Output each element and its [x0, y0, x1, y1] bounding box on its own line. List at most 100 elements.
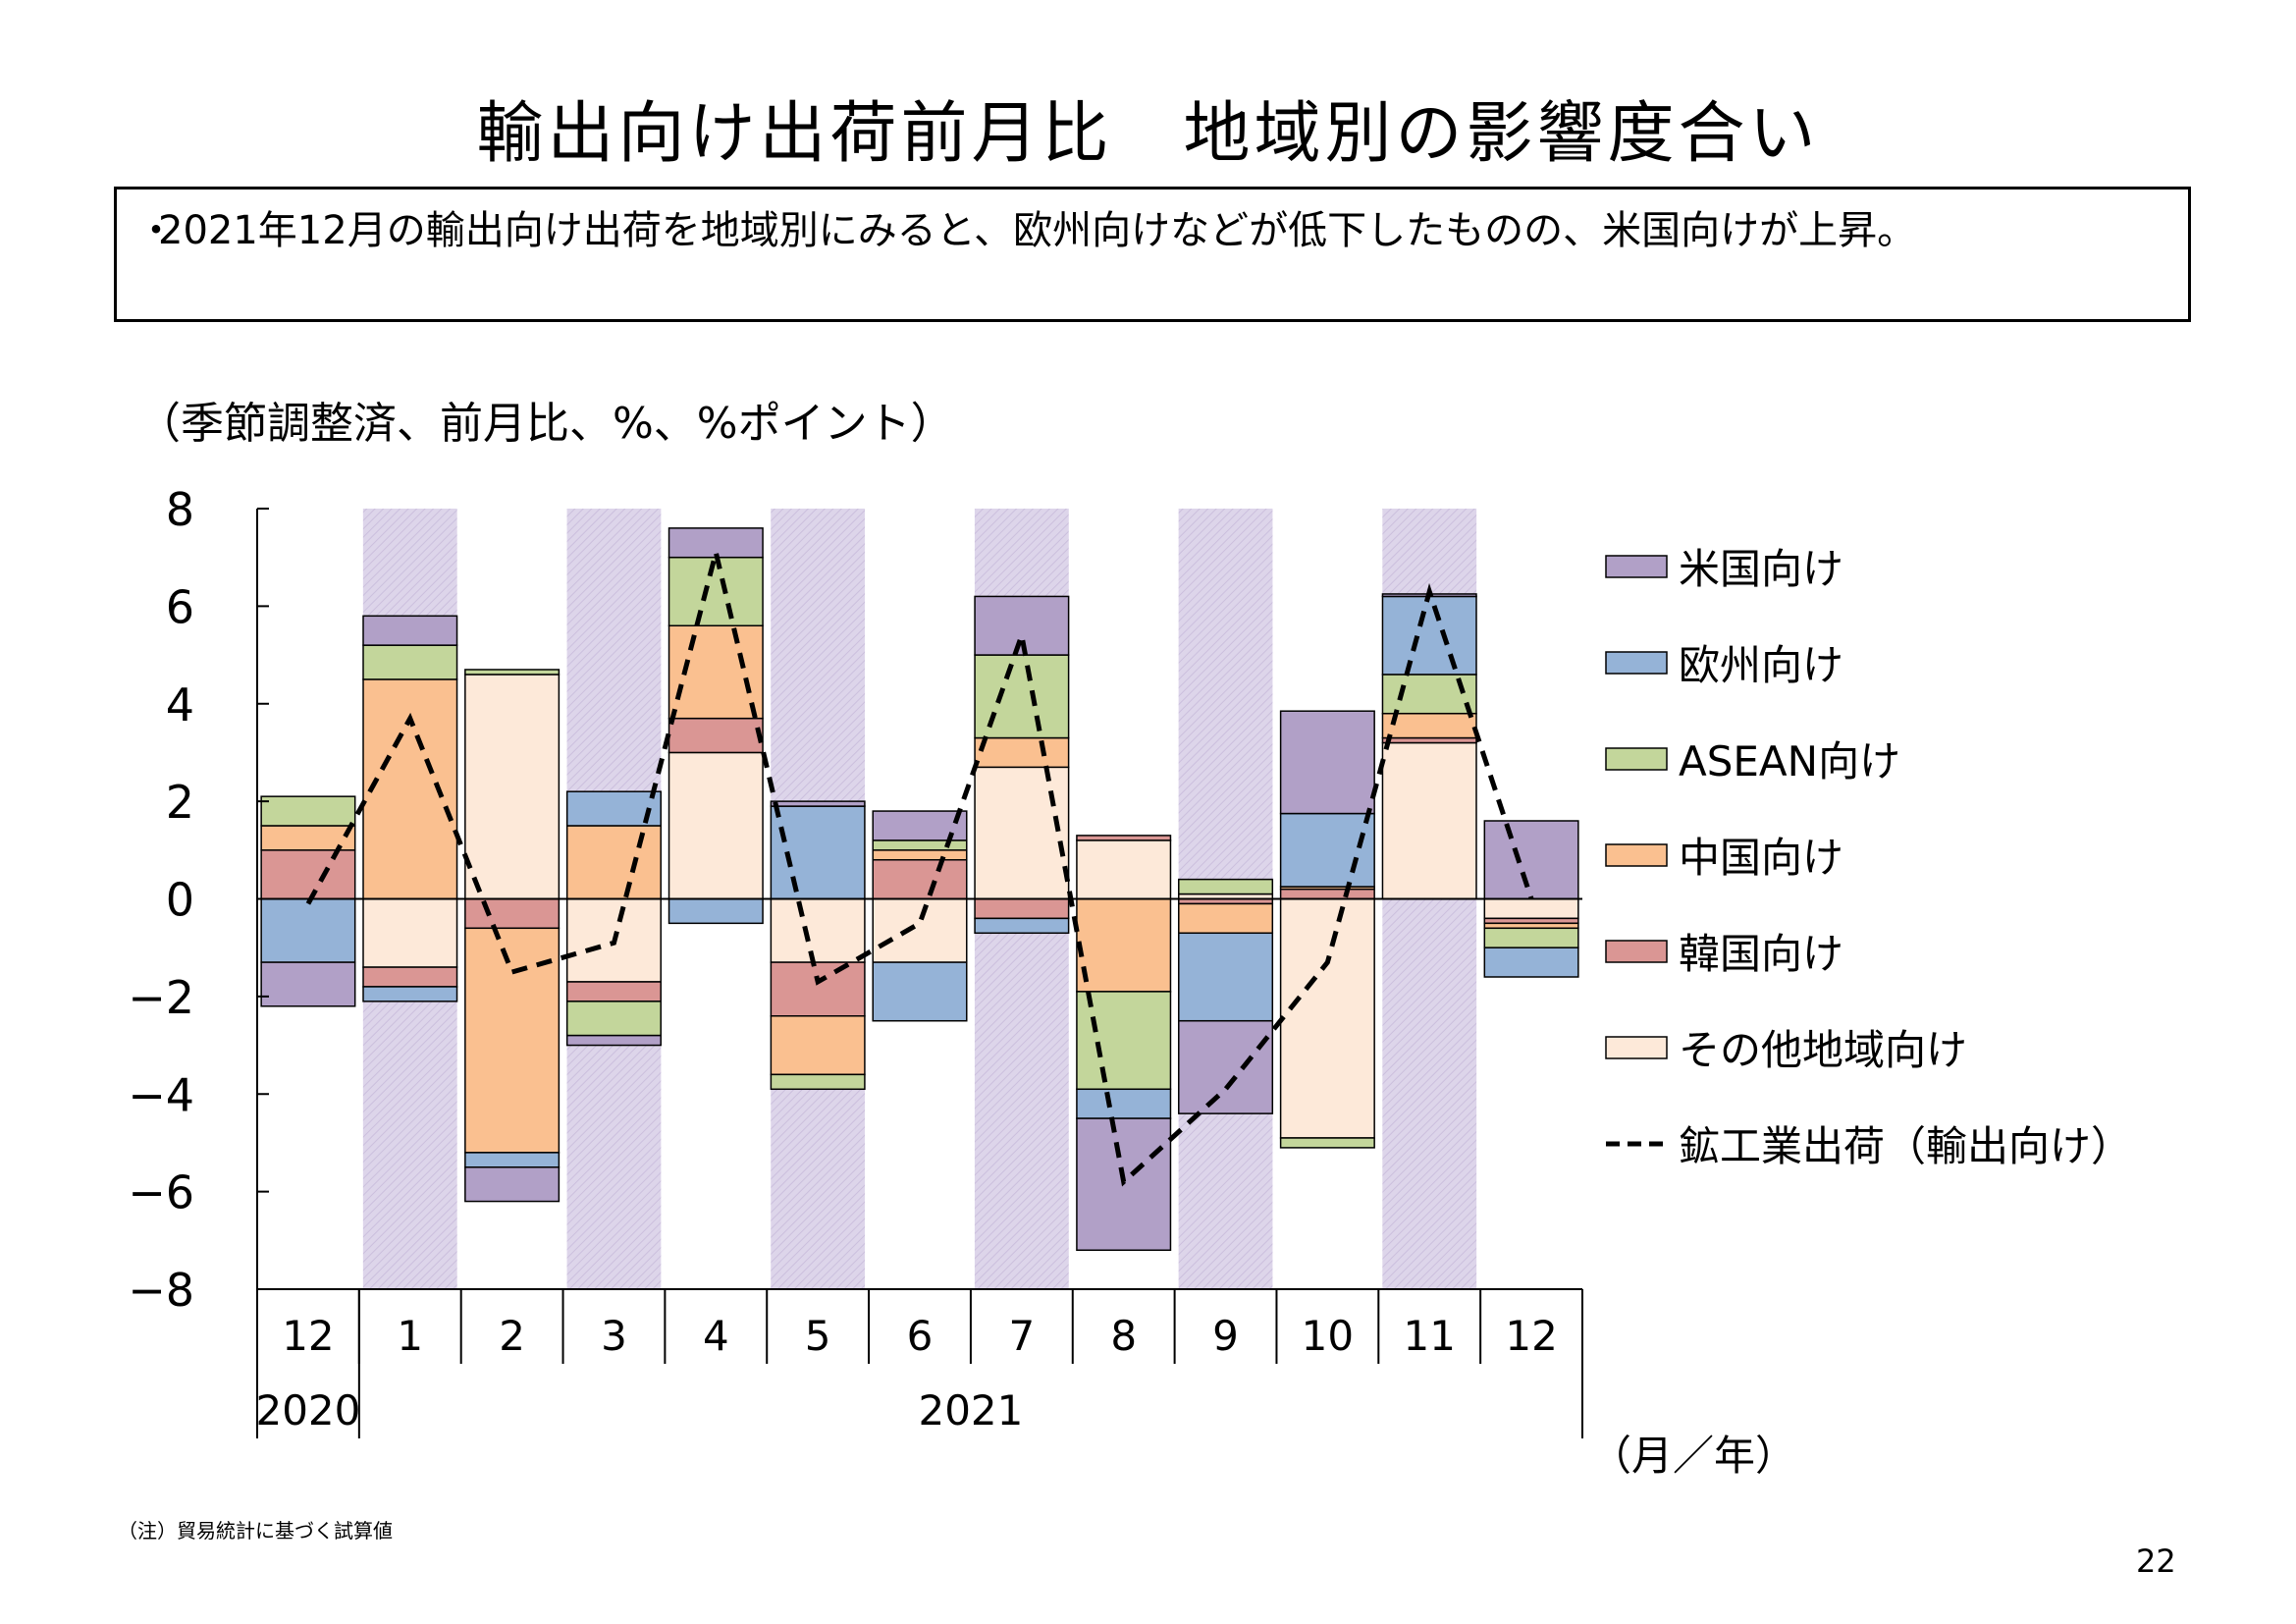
bar-segment — [565, 825, 662, 900]
bar-segment — [1483, 927, 1579, 948]
bar-segment — [1483, 897, 1579, 920]
bar-segment — [1279, 888, 1375, 900]
bar-segment — [260, 825, 356, 851]
legend-label: 鉱工業出荷（輸出向け） — [1679, 1122, 2132, 1170]
bar-segment — [1178, 902, 1274, 935]
y-tick-label: 2 — [166, 776, 194, 829]
bar-segment — [1279, 710, 1375, 815]
legend-swatch — [1605, 651, 1668, 675]
bar-segment — [872, 961, 968, 1022]
legend-label: 韓国向け — [1679, 930, 1843, 978]
legend-label: 米国向け — [1679, 545, 1843, 593]
y-tick-label: 8 — [166, 483, 194, 536]
summary-bullet: ・ — [136, 208, 176, 253]
summary-box: ・ 2021年12月の輸出向け出荷を地域別にみると、欧州向けなどが低下したものの… — [114, 187, 2191, 322]
bar-segment — [362, 986, 458, 1002]
bar-segment — [872, 849, 968, 861]
y-tick-label: −6 — [128, 1166, 194, 1219]
bar-segment — [1279, 812, 1375, 888]
page-title: 輸出向け出荷前月比 地域別の影響度合い — [476, 95, 1820, 173]
bar-segment — [1381, 712, 1477, 739]
bar-segment — [872, 897, 968, 963]
bar-segment — [362, 615, 458, 646]
bar-segment — [464, 1152, 561, 1168]
bar-segment — [872, 859, 968, 900]
legend-swatch — [1605, 747, 1668, 771]
bar-segment — [974, 766, 1070, 900]
bar-segment — [1076, 897, 1172, 993]
bar-segment — [770, 1015, 866, 1076]
bar-segment — [667, 556, 764, 626]
bar-segment — [1076, 1088, 1172, 1119]
bar-segment — [974, 917, 1070, 935]
legend-swatch — [1605, 555, 1668, 578]
bar-segment — [974, 736, 1070, 769]
bar-segment — [770, 800, 866, 807]
bar-segment — [667, 717, 764, 754]
legend-label: 欧州向け — [1679, 641, 1843, 689]
y-tick-label: −4 — [128, 1068, 194, 1121]
bar-segment — [974, 897, 1070, 920]
bar-segment — [770, 1073, 866, 1091]
bar-segment — [1076, 839, 1172, 900]
bar-segment — [1381, 595, 1477, 676]
bar-segment — [362, 678, 458, 900]
x-tick-label: 11 — [1404, 1312, 1456, 1360]
x-tick-label: 6 — [907, 1312, 934, 1360]
bar-segment — [260, 961, 356, 1007]
bar-segment — [667, 527, 764, 559]
bar-segment — [565, 1034, 662, 1047]
year-label: 2020 — [255, 1386, 360, 1435]
bar-segment — [260, 897, 356, 963]
bar-segment — [1279, 897, 1375, 1139]
bar-segment — [1279, 1137, 1375, 1149]
legend-swatch — [1605, 843, 1668, 867]
bar-segment — [1483, 820, 1579, 900]
legend-swatch — [1605, 940, 1668, 963]
bar-segment — [362, 966, 458, 988]
summary-text: 2021年12月の輸出向け出荷を地域別にみると、欧州向けなどが低下したものの、米… — [158, 208, 1917, 253]
page-number: 22 — [2136, 1543, 2176, 1580]
y-tick-label: 6 — [166, 580, 194, 633]
bar-segment — [464, 674, 561, 900]
bar-segment — [1076, 835, 1172, 841]
bar-segment — [1178, 932, 1274, 1022]
bar-segment — [565, 981, 662, 1002]
x-tick-label: 5 — [805, 1312, 831, 1360]
y-tick-label: 4 — [166, 678, 194, 731]
x-tick-label: 1 — [397, 1312, 423, 1360]
bar-segment — [1178, 1019, 1274, 1114]
y-tick-label: −8 — [128, 1264, 194, 1317]
bar-segment — [1381, 674, 1477, 715]
bar-segment — [464, 897, 561, 930]
x-tick-label: 9 — [1212, 1312, 1239, 1360]
legend-label: ASEAN向け — [1679, 737, 1900, 785]
legend-label: その他地域向け — [1679, 1026, 1967, 1074]
bar-segment — [362, 644, 458, 680]
bar-segment — [770, 961, 866, 1017]
bar-segment — [464, 669, 561, 676]
bar-segment — [1483, 947, 1579, 978]
bar-segment — [565, 1001, 662, 1037]
bar-segment — [362, 897, 458, 968]
bar-segment — [260, 795, 356, 827]
x-tick-label: 7 — [1008, 1312, 1035, 1360]
unit-label: （季節調整済、前月比、%、%ポイント） — [137, 399, 954, 449]
bar-segment — [1178, 878, 1274, 895]
x-tick-label: 4 — [703, 1312, 729, 1360]
legend-swatch — [1605, 1036, 1668, 1059]
year-label: 2021 — [918, 1386, 1023, 1435]
bar-segment — [464, 1166, 561, 1203]
bar-segment — [667, 751, 764, 900]
x-unit-label: （月／年） — [1590, 1432, 1796, 1480]
legend-label: 中国向け — [1679, 834, 1843, 882]
bar-segment — [260, 849, 356, 900]
y-tick-label: −2 — [128, 971, 194, 1024]
x-tick-label: 8 — [1110, 1312, 1137, 1360]
x-tick-label: 2 — [499, 1312, 525, 1360]
x-tick-label: 12 — [282, 1312, 334, 1360]
bar-segment — [872, 839, 968, 851]
x-tick-label: 3 — [601, 1312, 627, 1360]
footnote: （注）貿易統計に基づく試算値 — [118, 1519, 393, 1543]
